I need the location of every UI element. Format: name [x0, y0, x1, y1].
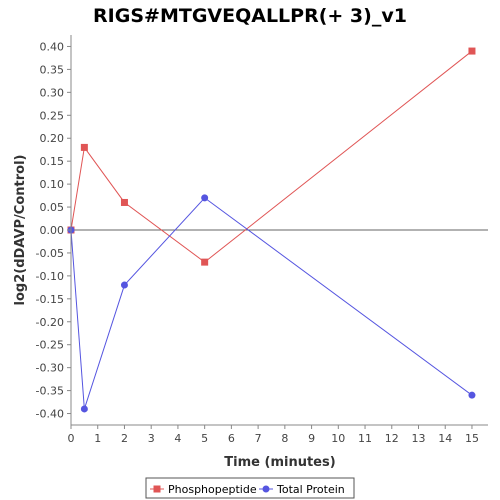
- x-axis-ticks: 0 1 2 3 4 5 6 7 8 9 10 11 12 13 14 15: [68, 425, 479, 445]
- x-tick-label: 3: [148, 432, 155, 445]
- y-tick-label: -0.05: [36, 247, 64, 260]
- x-tick-label: 8: [281, 432, 288, 445]
- x-tick-label: 9: [308, 432, 315, 445]
- data-point-square: [80, 143, 88, 151]
- data-point-square: [120, 198, 128, 206]
- x-tick-label: 0: [68, 432, 75, 445]
- y-tick-label: -0.20: [36, 316, 64, 329]
- y-tick-label: 0.00: [40, 224, 65, 237]
- data-point-circle: [80, 405, 88, 413]
- chart-title: RIGS#MTGVEQALLPR(+ 3)_v1: [93, 5, 407, 27]
- x-tick-label: 13: [412, 432, 426, 445]
- x-tick-label: 15: [465, 432, 479, 445]
- y-tick-label: -0.40: [36, 408, 64, 421]
- legend-swatch-circle: [262, 485, 270, 493]
- x-tick-label: 7: [255, 432, 262, 445]
- y-tick-label: 0.20: [40, 132, 65, 145]
- y-tick-label: -0.30: [36, 362, 64, 375]
- data-point-square: [468, 47, 476, 55]
- legend-entry-label: Phosphopeptide: [168, 483, 257, 496]
- legend-box: [145, 477, 355, 499]
- x-tick-label: 4: [174, 432, 181, 445]
- y-tick-label: 0.25: [40, 109, 65, 122]
- y-tick-label: 0.40: [40, 40, 65, 53]
- y-tick-label: -0.25: [36, 339, 64, 352]
- x-tick-label: 10: [331, 432, 345, 445]
- y-tick-label: 0.15: [40, 155, 65, 168]
- data-point-circle: [201, 194, 209, 202]
- y-tick-label: 0.10: [40, 178, 65, 191]
- data-point-square: [201, 258, 209, 266]
- x-tick-label: 6: [228, 432, 235, 445]
- y-tick-label: -0.35: [36, 385, 64, 398]
- x-axis-label: Time (minutes): [224, 455, 335, 470]
- data-point-circle: [120, 281, 128, 289]
- legend-swatch-square: [153, 485, 161, 493]
- y-tick-label: 0.35: [40, 63, 65, 76]
- x-tick-label: 11: [358, 432, 372, 445]
- x-tick-label: 12: [385, 432, 399, 445]
- y-axis-label: log2(dDAVP/Control): [13, 155, 28, 306]
- x-tick-label: 5: [201, 432, 208, 445]
- x-tick-label: 2: [121, 432, 128, 445]
- x-tick-label: 14: [438, 432, 452, 445]
- x-tick-label: 1: [94, 432, 101, 445]
- legend: Phosphopeptide Total Protein: [145, 477, 355, 499]
- y-axis-ticks: -0.40 -0.35 -0.30 -0.25 -0.20 -0.15 -0.10 -0.05…: [36, 40, 71, 421]
- y-tick-label: 0.05: [40, 201, 65, 214]
- y-tick-label: -0.15: [36, 293, 64, 306]
- legend-entry-label: Total Protein: [276, 483, 345, 496]
- y-tick-label: 0.30: [40, 86, 65, 99]
- data-point-circle: [468, 391, 476, 399]
- y-tick-label: -0.10: [36, 270, 64, 283]
